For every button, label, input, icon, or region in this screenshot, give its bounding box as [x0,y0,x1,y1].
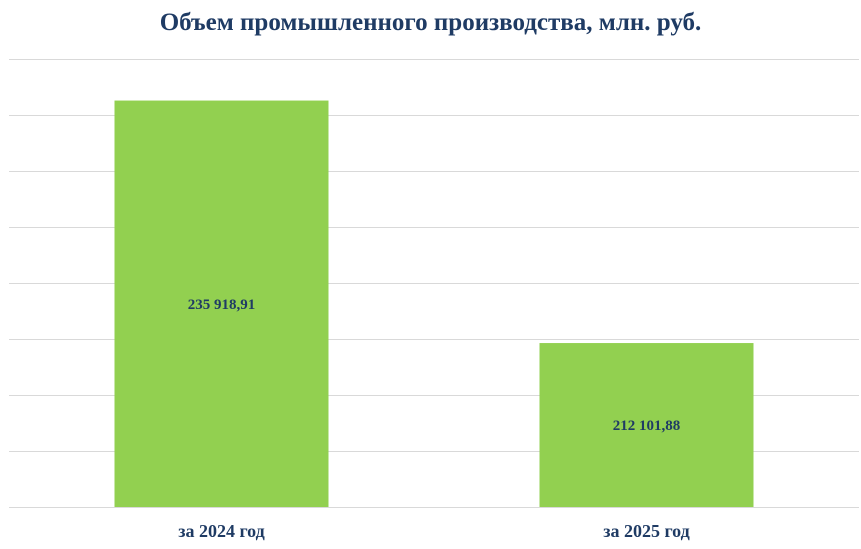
data-label-1: 235 918,91 [188,297,256,313]
x-tick-label-2: за 2025 год [603,521,690,541]
data-label-2: 212 101,88 [613,418,681,434]
x-axis-tick-labels: за 2024 год за 2025 год [178,521,690,541]
x-tick-label-1: за 2024 год [178,521,265,541]
chart-title: Объем промышленного производства, млн. р… [159,9,702,36]
bars [114,100,754,507]
data-labels: 235 918,91 212 101,88 [188,297,681,434]
bar-2 [539,343,754,507]
bar-1 [114,100,329,507]
